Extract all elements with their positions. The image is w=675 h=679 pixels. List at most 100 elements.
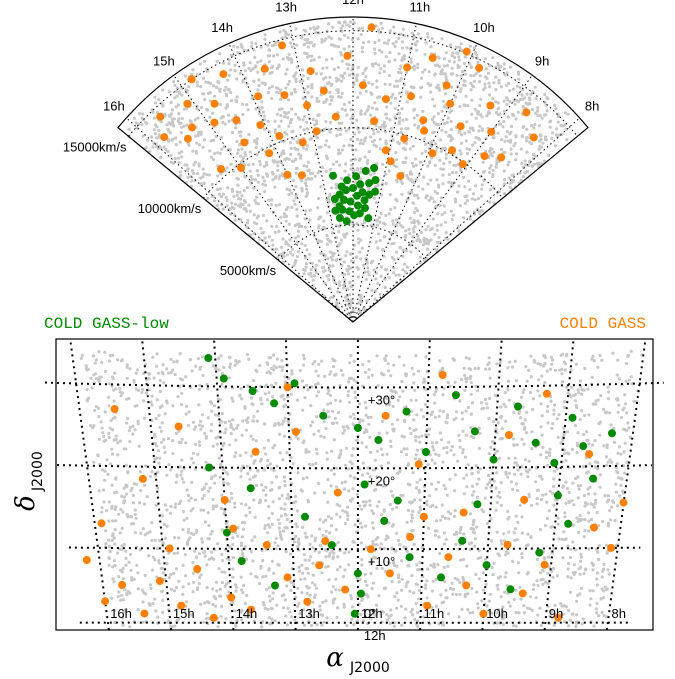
background-galaxy — [111, 353, 115, 357]
background-galaxy — [328, 90, 332, 94]
background-galaxy — [167, 463, 171, 467]
background-galaxy — [484, 582, 488, 586]
background-galaxy — [319, 434, 323, 438]
cold-gass-point — [403, 63, 412, 72]
background-galaxy — [223, 584, 227, 589]
background-galaxy — [433, 190, 437, 194]
background-galaxy — [569, 368, 573, 372]
background-galaxy — [124, 463, 128, 467]
background-galaxy — [418, 505, 422, 509]
background-galaxy — [472, 210, 477, 215]
background-galaxy — [219, 354, 223, 358]
background-galaxy — [418, 560, 422, 565]
background-galaxy — [252, 619, 256, 623]
background-galaxy — [458, 531, 462, 535]
background-galaxy — [452, 358, 457, 362]
background-galaxy — [204, 482, 208, 486]
background-galaxy — [543, 135, 548, 139]
background-galaxy — [197, 162, 201, 166]
background-galaxy — [288, 188, 292, 192]
background-galaxy — [414, 163, 418, 167]
background-galaxy — [441, 620, 445, 624]
background-galaxy — [343, 463, 348, 467]
background-galaxy — [472, 527, 476, 531]
background-galaxy — [301, 477, 305, 481]
background-galaxy — [245, 352, 250, 357]
wedge-ra-gridline — [352, 23, 417, 323]
background-galaxy — [406, 564, 410, 568]
background-galaxy — [335, 421, 339, 425]
background-galaxy — [520, 552, 524, 556]
cold-gass-low-point — [579, 442, 588, 451]
background-galaxy — [520, 515, 524, 519]
background-galaxy — [296, 544, 300, 549]
cold-gass-low-point — [360, 480, 369, 489]
background-galaxy — [596, 365, 600, 369]
background-galaxy — [337, 78, 341, 82]
background-galaxy — [264, 574, 268, 578]
background-galaxy — [359, 238, 363, 242]
background-galaxy — [392, 563, 396, 568]
background-galaxy — [300, 187, 304, 191]
background-galaxy — [277, 203, 281, 207]
background-galaxy — [100, 361, 104, 365]
background-galaxy — [222, 365, 226, 369]
background-galaxy — [459, 87, 463, 91]
background-galaxy — [480, 599, 484, 603]
background-galaxy — [501, 125, 505, 129]
background-galaxy — [379, 211, 383, 216]
background-galaxy — [260, 483, 264, 487]
background-galaxy — [281, 393, 285, 398]
background-galaxy — [166, 620, 170, 624]
background-galaxy — [606, 521, 611, 526]
background-galaxy — [390, 579, 394, 584]
background-galaxy — [336, 555, 340, 559]
cold-gass-point — [381, 95, 390, 104]
background-galaxy — [135, 563, 139, 567]
background-galaxy — [187, 85, 191, 89]
background-galaxy — [332, 598, 336, 602]
background-galaxy — [253, 55, 257, 60]
background-galaxy — [503, 73, 507, 77]
background-galaxy — [305, 164, 309, 168]
background-galaxy — [294, 71, 298, 75]
background-galaxy — [356, 237, 360, 241]
background-galaxy — [174, 567, 179, 571]
background-galaxy — [483, 86, 487, 90]
wedge-ra-tick-label: 11h — [410, 0, 431, 14]
background-galaxy — [496, 101, 500, 105]
background-galaxy — [151, 110, 155, 114]
background-galaxy — [249, 68, 253, 73]
background-galaxy — [330, 590, 334, 594]
background-galaxy — [388, 51, 392, 55]
background-galaxy — [241, 551, 245, 556]
background-galaxy — [348, 361, 352, 365]
background-galaxy — [505, 130, 509, 134]
background-galaxy — [169, 468, 173, 472]
background-galaxy — [290, 372, 294, 376]
wedge-velocity-tick-label: 10000km/s — [138, 201, 202, 216]
background-galaxy — [107, 359, 112, 363]
background-galaxy — [330, 231, 335, 235]
background-galaxy — [471, 126, 475, 130]
background-galaxy — [171, 439, 175, 443]
background-galaxy — [442, 446, 446, 450]
background-galaxy — [252, 213, 256, 217]
background-galaxy — [310, 84, 314, 88]
background-galaxy — [186, 175, 190, 180]
background-galaxy — [616, 471, 620, 475]
background-galaxy — [249, 434, 253, 438]
background-galaxy — [433, 401, 437, 405]
background-galaxy — [411, 528, 415, 533]
background-galaxy — [396, 398, 400, 402]
background-galaxy — [499, 480, 503, 485]
background-galaxy — [113, 608, 117, 612]
background-galaxy — [356, 275, 361, 279]
background-galaxy — [472, 46, 477, 50]
background-galaxy — [517, 77, 521, 81]
background-galaxy — [280, 358, 284, 363]
background-galaxy — [270, 96, 274, 101]
background-galaxy — [323, 548, 327, 552]
background-galaxy — [588, 603, 592, 607]
background-galaxy — [385, 452, 389, 456]
